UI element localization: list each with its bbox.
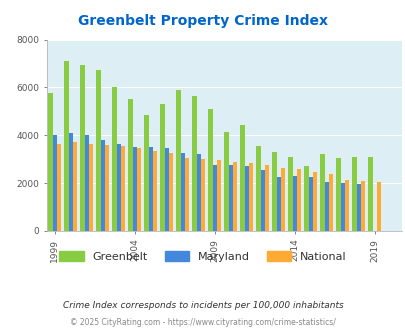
- Bar: [340, 183, 344, 231]
- Bar: [52, 135, 57, 231]
- Bar: [292, 176, 296, 231]
- Bar: [48, 93, 52, 231]
- Bar: [121, 146, 125, 231]
- Bar: [352, 157, 356, 231]
- Text: Greenbelt Property Crime Index: Greenbelt Property Crime Index: [78, 15, 327, 28]
- Bar: [308, 177, 312, 231]
- Bar: [356, 184, 360, 231]
- Bar: [89, 144, 93, 231]
- Text: Crime Index corresponds to incidents per 100,000 inhabitants: Crime Index corresponds to incidents per…: [62, 301, 343, 310]
- Bar: [64, 61, 68, 231]
- Bar: [248, 163, 253, 231]
- Bar: [100, 140, 104, 231]
- Bar: [335, 158, 340, 231]
- Bar: [328, 174, 333, 231]
- Bar: [320, 154, 324, 231]
- Bar: [276, 177, 280, 231]
- Bar: [168, 153, 173, 231]
- Bar: [200, 159, 205, 231]
- Bar: [160, 104, 164, 231]
- Bar: [264, 165, 269, 231]
- Bar: [192, 96, 196, 231]
- Bar: [244, 166, 248, 231]
- Bar: [376, 182, 380, 231]
- Bar: [232, 162, 237, 231]
- Bar: [68, 133, 72, 231]
- Bar: [180, 153, 184, 231]
- Bar: [260, 170, 264, 231]
- Bar: [176, 90, 180, 231]
- Bar: [96, 70, 100, 231]
- Bar: [344, 180, 348, 231]
- Bar: [128, 99, 132, 231]
- Bar: [164, 148, 168, 231]
- Bar: [272, 152, 276, 231]
- Bar: [148, 147, 153, 231]
- Bar: [116, 144, 121, 231]
- Bar: [224, 132, 228, 231]
- Bar: [184, 158, 189, 231]
- Bar: [303, 166, 308, 231]
- Bar: [196, 154, 200, 231]
- Bar: [256, 146, 260, 231]
- Bar: [112, 87, 116, 231]
- Bar: [144, 115, 148, 231]
- Bar: [212, 165, 216, 231]
- Bar: [136, 148, 141, 231]
- Bar: [208, 109, 212, 231]
- Text: © 2025 CityRating.com - https://www.cityrating.com/crime-statistics/: © 2025 CityRating.com - https://www.city…: [70, 318, 335, 327]
- Bar: [324, 182, 328, 231]
- Bar: [280, 168, 284, 231]
- Bar: [132, 147, 136, 231]
- Bar: [72, 143, 77, 231]
- Bar: [153, 151, 157, 231]
- Bar: [80, 65, 84, 231]
- Bar: [57, 144, 61, 231]
- Bar: [228, 165, 232, 231]
- Bar: [312, 172, 316, 231]
- Bar: [216, 160, 221, 231]
- Bar: [360, 181, 364, 231]
- Bar: [296, 169, 301, 231]
- Bar: [288, 157, 292, 231]
- Legend: Greenbelt, Maryland, National: Greenbelt, Maryland, National: [55, 247, 350, 267]
- Bar: [367, 157, 372, 231]
- Bar: [84, 135, 89, 231]
- Bar: [240, 124, 244, 231]
- Bar: [104, 145, 109, 231]
